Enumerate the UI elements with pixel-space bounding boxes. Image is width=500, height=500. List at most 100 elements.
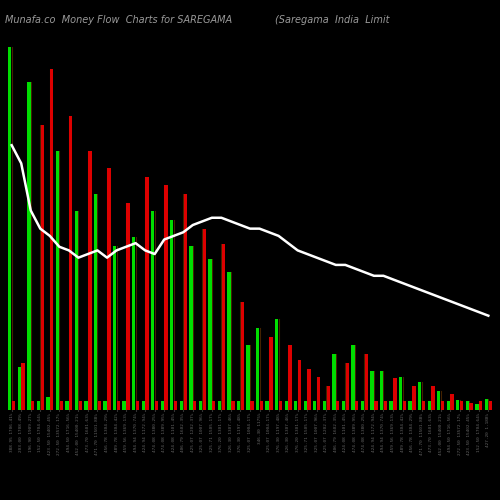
Bar bbox=[237, 402, 240, 410]
Bar bbox=[446, 402, 450, 410]
Bar bbox=[27, 82, 30, 410]
Bar bbox=[199, 402, 202, 410]
Bar bbox=[212, 402, 216, 410]
Bar bbox=[40, 125, 44, 410]
Bar bbox=[355, 402, 358, 410]
Bar bbox=[50, 69, 53, 410]
Bar bbox=[36, 402, 40, 410]
Bar bbox=[113, 246, 116, 410]
Bar bbox=[279, 402, 282, 410]
Bar bbox=[75, 212, 78, 410]
Bar bbox=[208, 259, 212, 410]
Bar bbox=[288, 345, 292, 410]
Bar bbox=[475, 404, 478, 410]
Bar bbox=[266, 402, 269, 410]
Bar bbox=[142, 402, 145, 410]
Bar bbox=[12, 402, 15, 410]
Bar bbox=[164, 186, 168, 410]
Bar bbox=[441, 402, 444, 410]
Bar bbox=[460, 402, 464, 410]
Bar bbox=[84, 402, 87, 410]
Bar bbox=[456, 400, 460, 410]
Bar bbox=[437, 391, 440, 410]
Bar bbox=[104, 402, 107, 410]
Bar bbox=[126, 202, 130, 410]
Bar bbox=[98, 402, 101, 410]
Bar bbox=[361, 402, 364, 410]
Bar bbox=[8, 48, 12, 410]
Bar bbox=[408, 402, 412, 410]
Bar bbox=[78, 402, 82, 410]
Bar bbox=[56, 151, 59, 410]
Bar bbox=[336, 402, 340, 410]
Bar bbox=[22, 362, 25, 410]
Bar bbox=[160, 402, 164, 410]
Bar bbox=[222, 244, 225, 410]
Bar bbox=[193, 402, 196, 410]
Bar bbox=[380, 371, 383, 410]
Bar bbox=[432, 386, 434, 410]
Bar bbox=[342, 402, 345, 410]
Bar bbox=[384, 402, 387, 410]
Bar bbox=[403, 402, 406, 410]
Bar bbox=[170, 220, 173, 410]
Bar bbox=[184, 194, 187, 410]
Bar bbox=[180, 402, 183, 410]
Bar bbox=[202, 228, 206, 410]
Bar bbox=[317, 377, 320, 410]
Bar bbox=[260, 402, 263, 410]
Bar bbox=[418, 382, 422, 410]
Bar bbox=[450, 394, 454, 410]
Bar bbox=[412, 386, 416, 410]
Bar bbox=[313, 402, 316, 410]
Bar bbox=[422, 402, 425, 410]
Bar bbox=[240, 302, 244, 410]
Bar bbox=[294, 402, 298, 410]
Bar bbox=[117, 402, 120, 410]
Bar bbox=[332, 354, 336, 410]
Bar bbox=[485, 399, 488, 410]
Bar bbox=[470, 403, 473, 410]
Bar bbox=[60, 402, 63, 410]
Bar bbox=[308, 368, 311, 410]
Bar bbox=[346, 362, 349, 410]
Bar bbox=[393, 378, 396, 410]
Bar bbox=[488, 402, 492, 410]
Bar bbox=[352, 345, 354, 410]
Bar bbox=[151, 212, 154, 410]
Bar bbox=[88, 151, 92, 410]
Bar bbox=[122, 402, 126, 410]
Bar bbox=[155, 402, 158, 410]
Bar bbox=[246, 345, 250, 410]
Bar bbox=[107, 168, 110, 410]
Text: Munafa.co  Money Flow  Charts for SAREGAMA: Munafa.co Money Flow Charts for SAREGAMA bbox=[5, 15, 232, 25]
Bar bbox=[18, 367, 21, 410]
Bar bbox=[136, 402, 139, 410]
Bar bbox=[466, 402, 469, 410]
Bar bbox=[322, 402, 326, 410]
Bar bbox=[374, 402, 378, 410]
Text: (Saregama  India  Limit: (Saregama India Limit bbox=[275, 15, 390, 25]
Bar bbox=[256, 328, 260, 410]
Bar bbox=[132, 238, 136, 410]
Bar bbox=[218, 402, 221, 410]
Bar bbox=[146, 177, 148, 410]
Bar bbox=[231, 402, 234, 410]
Bar bbox=[228, 272, 230, 410]
Bar bbox=[250, 402, 254, 410]
Bar bbox=[69, 116, 72, 410]
Bar bbox=[428, 402, 431, 410]
Bar bbox=[189, 246, 192, 410]
Bar bbox=[275, 320, 278, 410]
Bar bbox=[298, 360, 301, 410]
Bar bbox=[94, 194, 97, 410]
Bar bbox=[304, 402, 307, 410]
Bar bbox=[31, 402, 34, 410]
Bar bbox=[66, 402, 68, 410]
Bar bbox=[370, 371, 374, 410]
Bar bbox=[174, 402, 178, 410]
Bar bbox=[390, 402, 393, 410]
Bar bbox=[46, 397, 50, 410]
Bar bbox=[364, 354, 368, 410]
Bar bbox=[326, 386, 330, 410]
